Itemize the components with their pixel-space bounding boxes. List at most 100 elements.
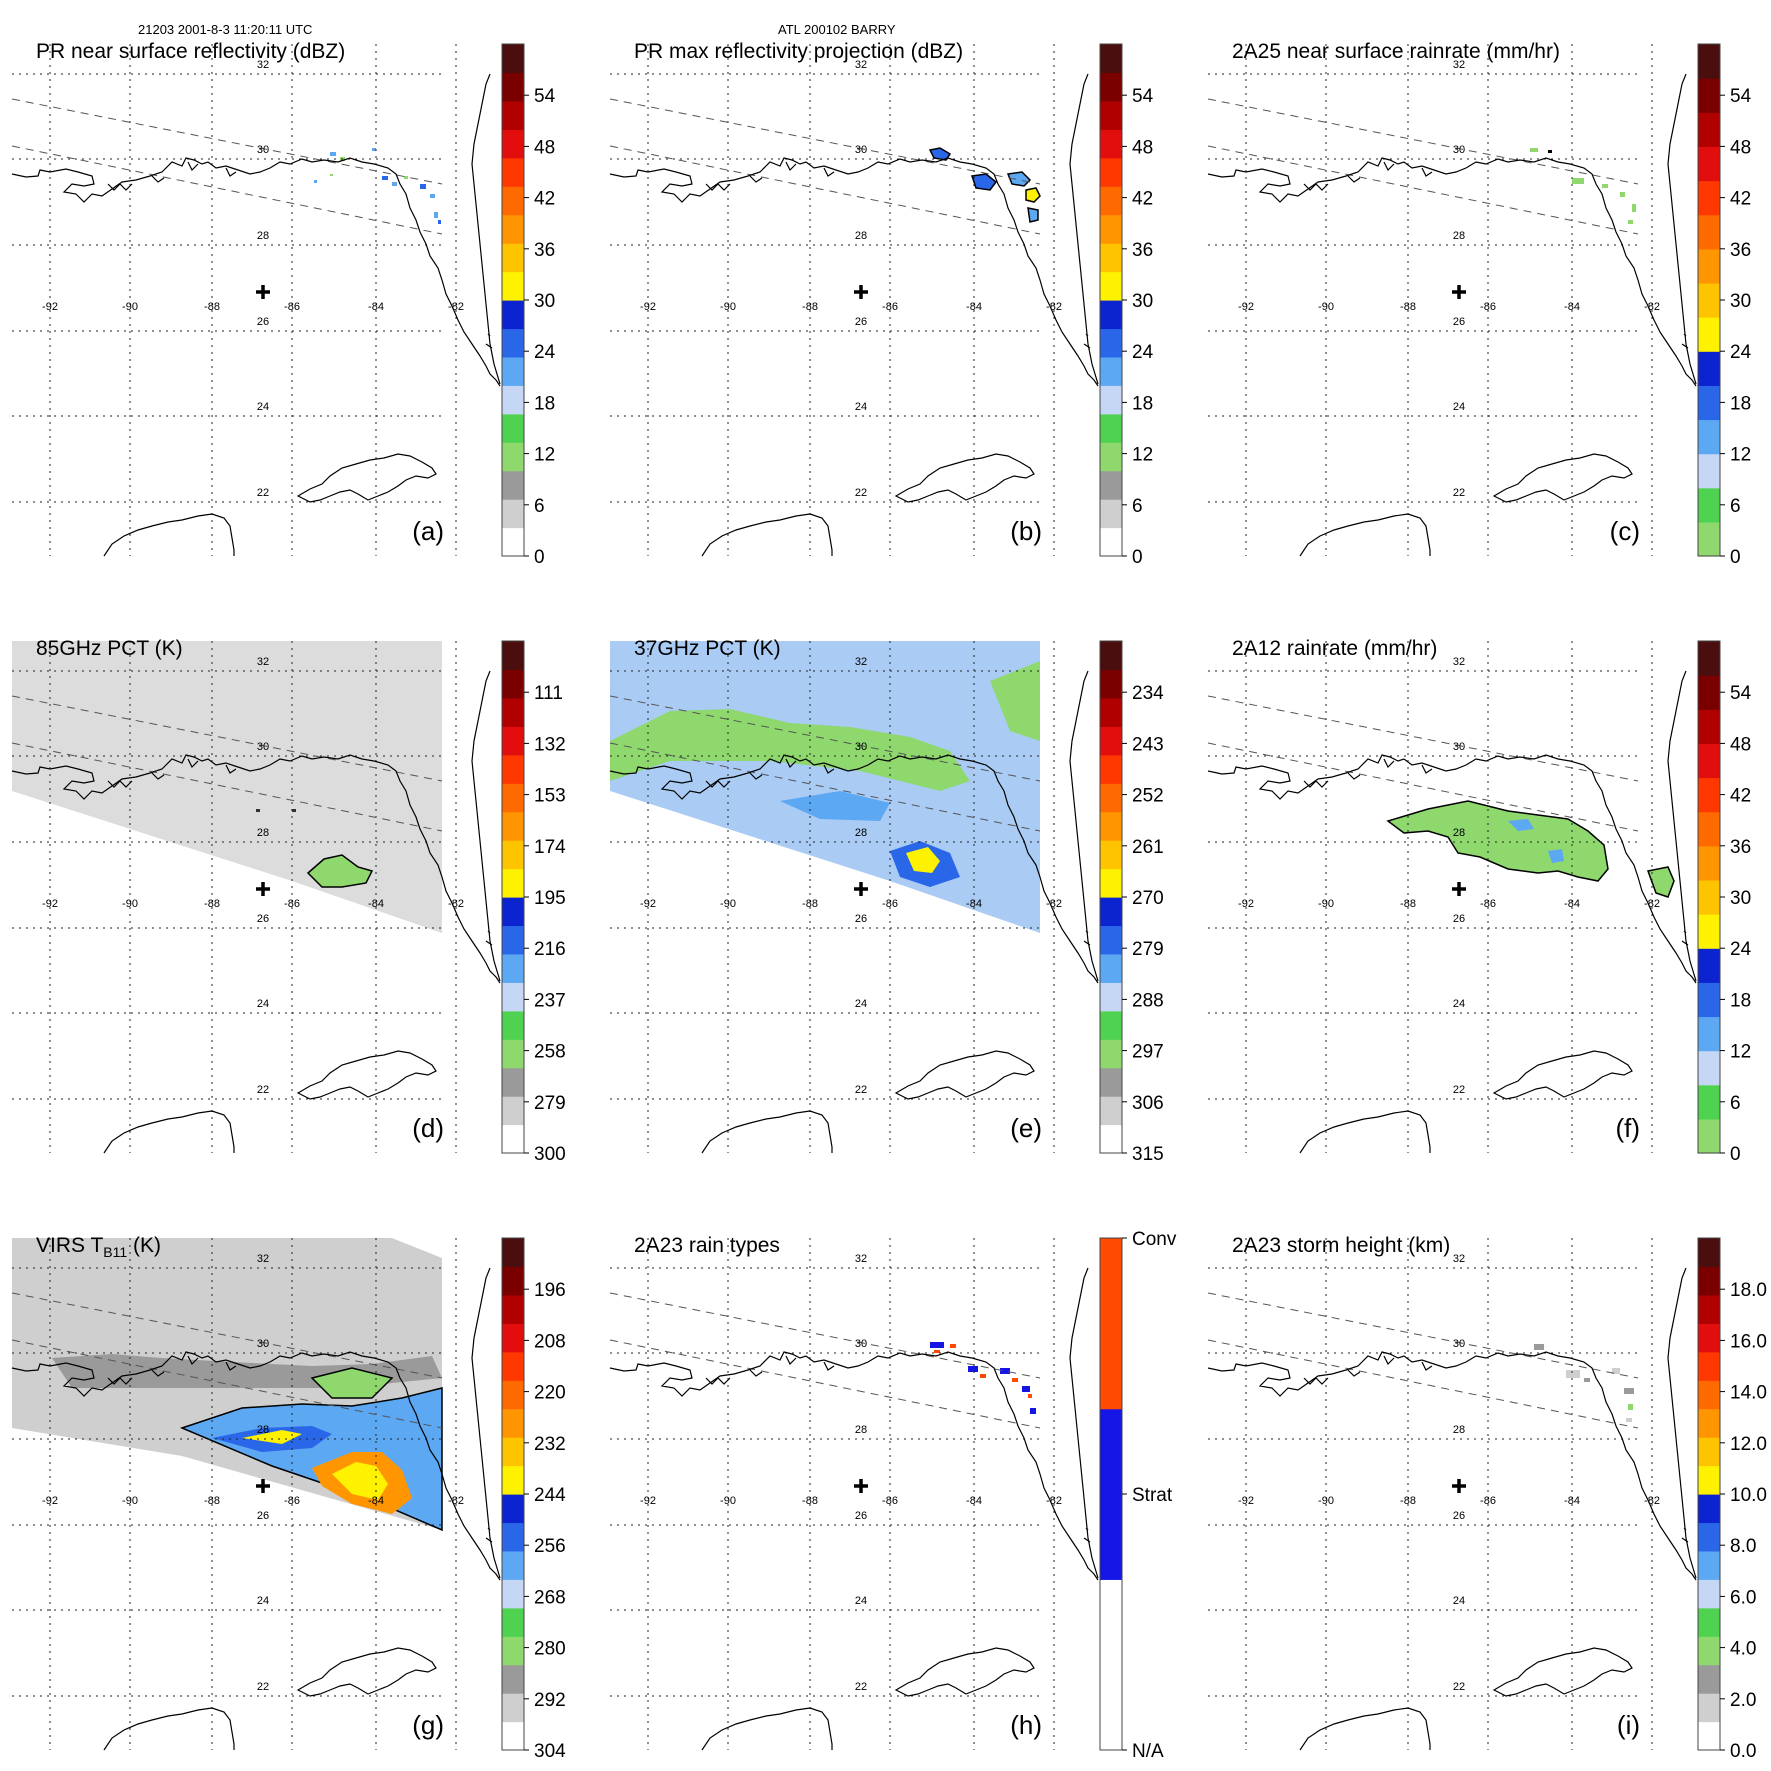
colorbar-tick-label: 12 [534, 445, 555, 466]
colorbar-tick-label: 243 [1132, 734, 1164, 755]
colorbar-tick-label: 6 [534, 496, 545, 517]
colorbar-band [1698, 351, 1720, 386]
colorbar-band [1698, 1294, 1720, 1324]
colorbar-band [1698, 1607, 1720, 1637]
colorbar-band [1698, 811, 1720, 847]
colorbar-band [502, 1408, 524, 1438]
colorbar-band [1100, 44, 1122, 74]
longitude-label: -84 [368, 301, 384, 313]
latitude-label: 22 [257, 1681, 269, 1693]
colorbar-band [1100, 953, 1122, 983]
panel-letter: (c) [1610, 516, 1640, 546]
colorbar: 0 6 12 18 24 30 36 42 48 54 [1697, 43, 1752, 568]
colorbar-band [502, 44, 524, 74]
colorbar-band [1100, 783, 1122, 813]
colorbar-tick-label: 153 [534, 786, 566, 807]
colorbar-band [1698, 1238, 1720, 1268]
panel-title: 2A25 near surface rainrate (mm/hr) [1232, 40, 1560, 63]
colorbar-band [1100, 1067, 1122, 1097]
colorbar: N/A Strat Conv [1099, 1229, 1177, 1762]
latitude-label: 26 [855, 316, 867, 328]
panel-letter: (f) [1615, 1113, 1640, 1143]
colorbar-band [1698, 248, 1720, 284]
colorbar-tick-label: 6 [1132, 496, 1143, 517]
latitude-label: 30 [257, 741, 269, 753]
colorbar-band [1698, 146, 1720, 182]
map-panel-b: -92 -90 -88 -86 -84 -82 32 30 28 26 24 22 PR max ref… [609, 40, 1154, 568]
colorbar-tick-label: 244 [534, 1485, 566, 1506]
map-panel-f: -92 -90 -88 -86 -84 -82 32 30 28 26 24 22 2A12 rainr… [1207, 637, 1752, 1165]
map-panel-e: -92 -90 -88 -86 -84 -82 32 30 28 26 24 22 37GHz PCT … [609, 637, 1164, 1165]
longitude-label: -82 [1644, 301, 1660, 313]
colorbar-band [1100, 385, 1122, 415]
colorbar-tick-label: 18 [1730, 393, 1751, 414]
longitude-label: -90 [122, 1495, 138, 1507]
latitude-label: 22 [1453, 487, 1465, 499]
colorbar-band [1698, 948, 1720, 983]
colorbar-band [1698, 487, 1720, 523]
panel-title: PR max reflectivity projection (dBZ) [634, 40, 963, 63]
colorbar-band [1100, 1096, 1122, 1126]
longitude-label: -92 [1238, 301, 1254, 313]
colorbar-band [1100, 527, 1122, 557]
colorbar-band [1100, 470, 1122, 500]
colorbar-band [502, 1693, 524, 1723]
latitude-label: 28 [855, 827, 867, 839]
longitude-label: -82 [1046, 898, 1062, 910]
latitude-label: 30 [855, 741, 867, 753]
colorbar-band [1698, 1437, 1720, 1467]
panel-letter: (i) [1617, 1710, 1640, 1740]
colorbar-band [1100, 157, 1122, 187]
latitude-label: 24 [1453, 998, 1465, 1010]
colorbar-band [502, 1124, 524, 1154]
colorbar-tick-label: 54 [534, 86, 556, 107]
longitude-label: -84 [368, 898, 384, 910]
colorbar-band [1698, 709, 1720, 744]
colorbar-band [502, 1437, 524, 1467]
longitude-label: -88 [802, 1495, 818, 1507]
colorbar-band [1698, 845, 1720, 881]
colorbar-band [1100, 697, 1122, 727]
colorbar-band [1698, 1050, 1720, 1086]
colorbar-tick-label: 111 [534, 683, 563, 704]
colorbar-tick-label: 237 [534, 990, 566, 1011]
colorbar-tick-label: 36 [1730, 837, 1751, 858]
colorbar-band [1698, 1465, 1720, 1495]
colorbar-band [502, 840, 524, 870]
colorbar-band [1698, 44, 1720, 79]
latitude-label: 26 [257, 316, 269, 328]
colorbar-band [502, 1494, 524, 1524]
colorbar-tick-label: 30 [1730, 888, 1751, 909]
colorbar: 0 6 12 18 24 30 36 42 48 54 [1099, 43, 1154, 568]
colorbar-tick-label: 24 [534, 342, 556, 363]
longitude-label: -92 [640, 898, 656, 910]
latitude-label: 22 [855, 487, 867, 499]
colorbar-band [1100, 897, 1122, 927]
colorbar-tick-label: 208 [534, 1331, 566, 1352]
latitude-label: 24 [1453, 401, 1465, 413]
latitude-label: 28 [1453, 230, 1465, 242]
latitude-label: 32 [855, 59, 867, 71]
colorbar-tick-label: 300 [534, 1144, 566, 1165]
colorbar-band [1100, 300, 1122, 330]
colorbar-band [502, 271, 524, 301]
colorbar-tick-label: 36 [1730, 240, 1751, 261]
colorbar-band [1100, 100, 1122, 130]
latitude-label: 26 [257, 913, 269, 925]
colorbar-band [1100, 442, 1122, 472]
latitude-label: 28 [257, 827, 269, 839]
colorbar: 304 292 280 268 256 244 232 220 208 196 [501, 1237, 566, 1762]
colorbar-tick-label: Strat [1132, 1485, 1173, 1506]
panel-letter: (e) [1010, 1113, 1042, 1143]
colorbar-band [502, 1579, 524, 1609]
longitude-label: -86 [284, 301, 300, 313]
colorbar-tick-label: 6 [1730, 496, 1741, 517]
latitude-label: 28 [1453, 827, 1465, 839]
longitude-label: -92 [640, 1495, 656, 1507]
colorbar-band [502, 413, 524, 443]
panel-title: 2A23 storm height (km) [1232, 1234, 1450, 1257]
map-panel-d: -92 -90 -88 -86 -84 -82 32 30 28 26 24 22 85GHz PCT … [11, 637, 566, 1165]
colorbar-band [502, 868, 524, 898]
colorbar-band [1698, 1494, 1720, 1524]
